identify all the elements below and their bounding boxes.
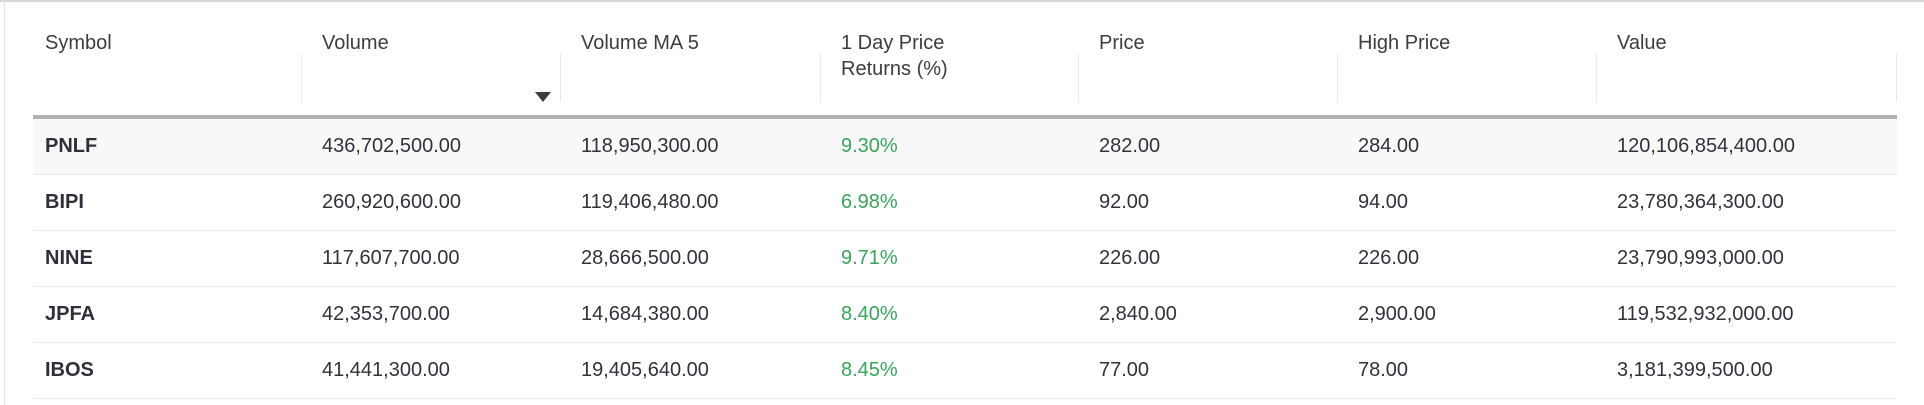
left-panel-divider <box>4 0 5 405</box>
column-header-volume[interactable]: Volume <box>301 2 560 119</box>
column-header-label: Volume MA 5 <box>581 32 699 54</box>
column-header-returns[interactable]: 1 Day Price Returns (%) <box>820 2 1078 119</box>
cell-returns: 6.98% <box>820 174 1078 231</box>
table-row[interactable]: IBOS 41,441,300.00 19,405,640.00 8.45% 77.00… <box>33 342 1897 399</box>
column-header-symbol[interactable]: Symbol <box>33 2 301 119</box>
cell-symbol: PNLF <box>33 117 301 175</box>
column-header-high-price[interactable]: High Price <box>1337 2 1596 119</box>
cell-returns: 8.40% <box>820 286 1078 343</box>
cell-value: 3,181,399,500.00 <box>1596 342 1897 399</box>
cell-high-price: 226.00 <box>1337 230 1596 287</box>
cell-price: 77.00 <box>1078 342 1337 399</box>
column-header-value[interactable]: Value <box>1596 2 1897 119</box>
cell-value: 119,532,932,000.00 <box>1596 286 1897 343</box>
header-row: Symbol Volume Volume MA 5 1 Day Price Retur… <box>33 2 1897 119</box>
cell-high-price: 284.00 <box>1337 117 1596 175</box>
cell-volume-ma-5: 14,684,380.00 <box>560 286 820 343</box>
column-header-price[interactable]: Price <box>1078 2 1337 119</box>
table-row[interactable]: PNLF 436,702,500.00 118,950,300.00 9.30% 282… <box>33 117 1897 175</box>
column-header-label: High Price <box>1358 32 1451 54</box>
cell-price: 92.00 <box>1078 174 1337 231</box>
cell-volume-ma-5: 119,406,480.00 <box>560 174 820 231</box>
column-header-label: Value <box>1617 32 1667 54</box>
cell-volume-ma-5: 28,666,500.00 <box>560 230 820 287</box>
sort-desc-icon <box>535 92 551 102</box>
table-row[interactable]: NINE 117,607,700.00 28,666,500.00 9.71% 226.… <box>33 230 1897 287</box>
cell-returns: 9.30% <box>820 117 1078 175</box>
cell-price: 282.00 <box>1078 117 1337 175</box>
cell-symbol: BIPI <box>33 174 301 231</box>
cell-symbol: IBOS <box>33 342 301 399</box>
cell-price: 226.00 <box>1078 230 1337 287</box>
column-header-label: Price <box>1099 32 1145 54</box>
cell-volume-ma-5: 19,405,640.00 <box>560 342 820 399</box>
cell-volume: 436,702,500.00 <box>301 117 560 175</box>
cell-symbol: JPFA <box>33 286 301 343</box>
table-body: PNLF 436,702,500.00 118,950,300.00 9.30% 282… <box>33 117 1897 399</box>
cell-volume: 117,607,700.00 <box>301 230 560 287</box>
column-header-label: 1 Day Price Returns (%) <box>841 32 948 80</box>
table-row[interactable]: BIPI 260,920,600.00 119,406,480.00 6.98% 92.… <box>33 174 1897 231</box>
cell-high-price: 2,900.00 <box>1337 286 1596 343</box>
cell-price: 2,840.00 <box>1078 286 1337 343</box>
cell-high-price: 94.00 <box>1337 174 1596 231</box>
screener-table: Symbol Volume Volume MA 5 1 Day Price Retur… <box>33 2 1897 399</box>
cell-symbol: NINE <box>33 230 301 287</box>
column-header-volume-ma-5[interactable]: Volume MA 5 <box>560 2 820 119</box>
top-divider <box>0 0 1924 2</box>
cell-volume: 41,441,300.00 <box>301 342 560 399</box>
column-header-label: Symbol <box>45 32 112 54</box>
cell-returns: 9.71% <box>820 230 1078 287</box>
cell-returns: 8.45% <box>820 342 1078 399</box>
cell-volume-ma-5: 118,950,300.00 <box>560 117 820 175</box>
column-header-label: Volume <box>322 32 389 54</box>
cell-value: 23,790,993,000.00 <box>1596 230 1897 287</box>
table-row[interactable]: JPFA 42,353,700.00 14,684,380.00 8.40% 2,840… <box>33 286 1897 343</box>
cell-value: 23,780,364,300.00 <box>1596 174 1897 231</box>
cell-volume: 260,920,600.00 <box>301 174 560 231</box>
cell-volume: 42,353,700.00 <box>301 286 560 343</box>
cell-high-price: 78.00 <box>1337 342 1596 399</box>
cell-value: 120,106,854,400.00 <box>1596 117 1897 175</box>
